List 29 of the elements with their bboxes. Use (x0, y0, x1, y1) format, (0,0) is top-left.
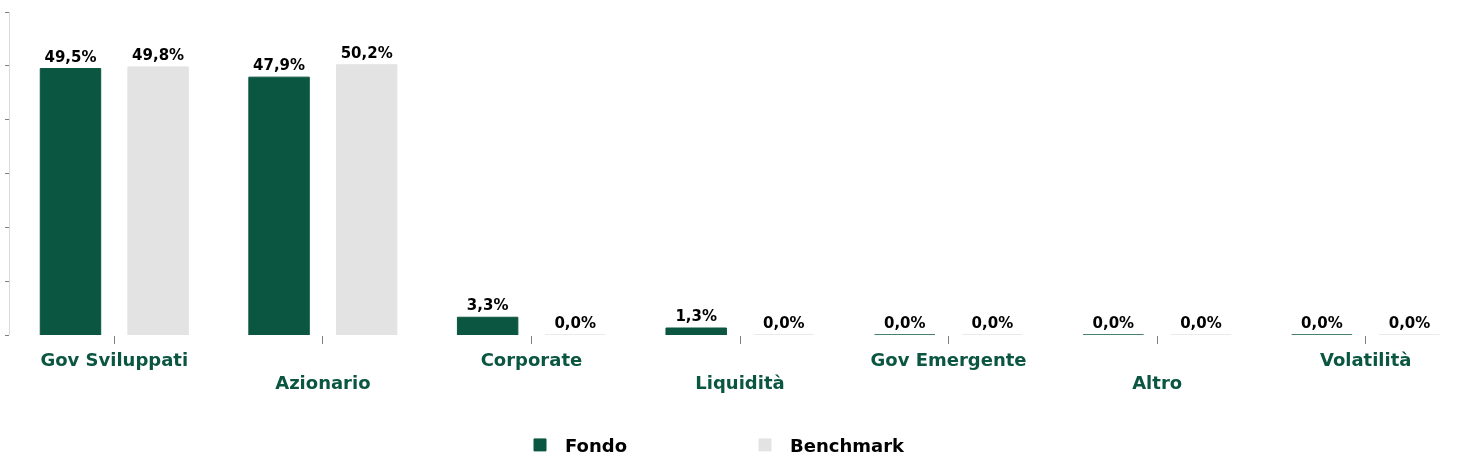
x-tick-label: Altro (1132, 372, 1183, 393)
x-tick-label: Gov Emergente (870, 348, 1027, 370)
x-tick-label: Gov Sviluppati (40, 348, 189, 370)
x-tick-label: Azionario (275, 372, 371, 393)
data-label: 0,0% (971, 314, 1014, 332)
bar (665, 327, 727, 335)
x-tick-label: Corporate (480, 348, 583, 370)
data-label: 0,0% (883, 314, 926, 332)
data-label: 1,3% (675, 307, 717, 325)
data-label: 3,3% (466, 296, 509, 315)
bar (335, 64, 398, 335)
data-label: 0,0% (554, 314, 597, 332)
bar (456, 316, 519, 335)
data-label: 47,9% (253, 56, 306, 75)
data-label: 0,0% (763, 314, 805, 332)
data-label: 0,0% (1180, 314, 1222, 332)
data-label: 49,8% (132, 45, 185, 64)
x-tick-label: Volatilità (1319, 348, 1412, 370)
data-label: 0,0% (1092, 314, 1135, 332)
x-tick-label: Liquidità (695, 372, 785, 393)
data-label: 0,0% (1388, 314, 1431, 332)
data-label: 0,0% (1301, 314, 1343, 332)
bar (127, 66, 189, 335)
legend-label: Benchmark (790, 434, 906, 456)
bar (248, 76, 310, 335)
data-label: 50,2% (340, 43, 393, 62)
legend-label: Fondo (565, 434, 627, 456)
bar (39, 68, 102, 335)
data-label: 49,5% (44, 47, 97, 66)
